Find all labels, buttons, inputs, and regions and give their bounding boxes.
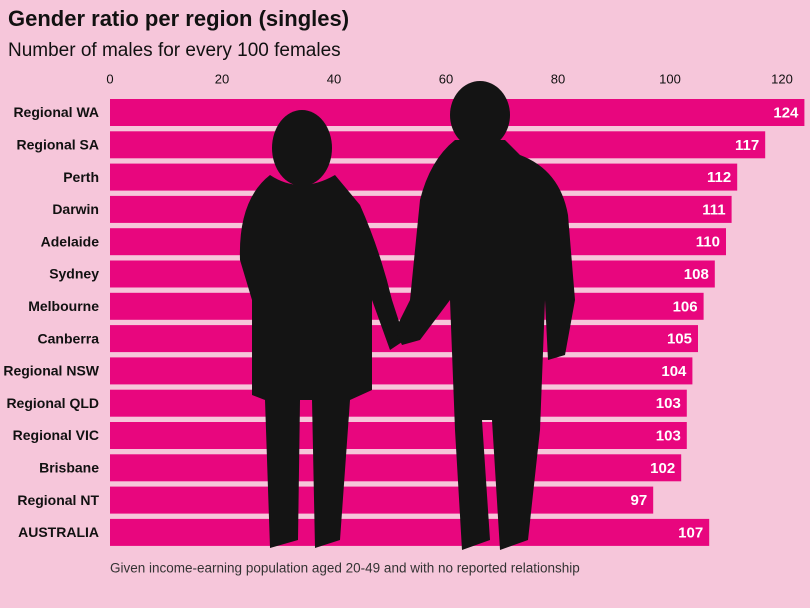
- x-axis: 0 20 40 60 80 100 120: [106, 71, 792, 86]
- y-tick-label: Adelaide: [41, 233, 100, 249]
- y-tick-label: Darwin: [52, 201, 99, 217]
- bar: [110, 518, 710, 546]
- value-label: 97: [631, 492, 648, 509]
- y-tick-label: Regional SA: [17, 137, 99, 153]
- value-label: 124: [773, 104, 799, 121]
- bar: [110, 389, 687, 417]
- woman-body: [239, 175, 405, 548]
- y-tick-label: Regional NT: [17, 492, 99, 508]
- chart-title: Gender ratio per region (singles): [8, 6, 349, 31]
- woman-head: [272, 110, 332, 186]
- x-tick-label: 60: [439, 71, 453, 86]
- value-label: 105: [667, 331, 692, 348]
- bar: [110, 163, 738, 191]
- silhouette: [239, 81, 575, 550]
- bars: [110, 99, 805, 546]
- man-body: [395, 140, 575, 550]
- value-label: 112: [707, 169, 731, 186]
- y-tick-label: Canberra: [38, 330, 100, 346]
- y-tick-label: Regional VIC: [13, 427, 99, 443]
- x-tick-label: 100: [659, 71, 681, 86]
- y-tick-label: Regional WA: [13, 104, 99, 120]
- y-tick-label: Brisbane: [39, 460, 99, 476]
- value-label: 103: [656, 427, 681, 444]
- y-tick-label: Melbourne: [28, 298, 99, 314]
- man-head: [450, 81, 510, 149]
- value-label: 106: [673, 298, 698, 315]
- value-label: 107: [678, 524, 703, 541]
- value-label: 111: [702, 201, 725, 218]
- y-tick-label: AUSTRALIA: [18, 524, 99, 540]
- value-label: 117: [735, 137, 759, 154]
- y-tick-label: Regional NSW: [3, 363, 99, 379]
- bar: [110, 422, 687, 449]
- value-label: 108: [684, 266, 709, 283]
- x-tick-label: 120: [771, 71, 793, 86]
- value-label: 102: [650, 460, 675, 477]
- bar: [110, 131, 766, 159]
- x-tick-label: 0: [106, 71, 113, 86]
- bar: [110, 357, 693, 385]
- bar: [110, 454, 682, 482]
- y-tick-label: Sydney: [49, 266, 99, 282]
- value-label: 103: [656, 395, 681, 412]
- chart-subtitle: Number of males for every 100 females: [8, 40, 341, 61]
- footnote: Given income-earning population aged 20-…: [110, 561, 580, 576]
- value-label: 110: [696, 234, 720, 251]
- x-tick-label: 80: [551, 71, 565, 86]
- x-tick-label: 40: [327, 71, 341, 86]
- y-tick-label: Perth: [63, 169, 99, 185]
- bar: [110, 486, 654, 514]
- x-tick-label: 20: [215, 71, 229, 86]
- y-tick-label: Regional QLD: [6, 395, 99, 411]
- labels: Regional WA 124 Regional SA 117 Perth 112 Darw…: [3, 104, 799, 541]
- value-label: 104: [661, 363, 687, 380]
